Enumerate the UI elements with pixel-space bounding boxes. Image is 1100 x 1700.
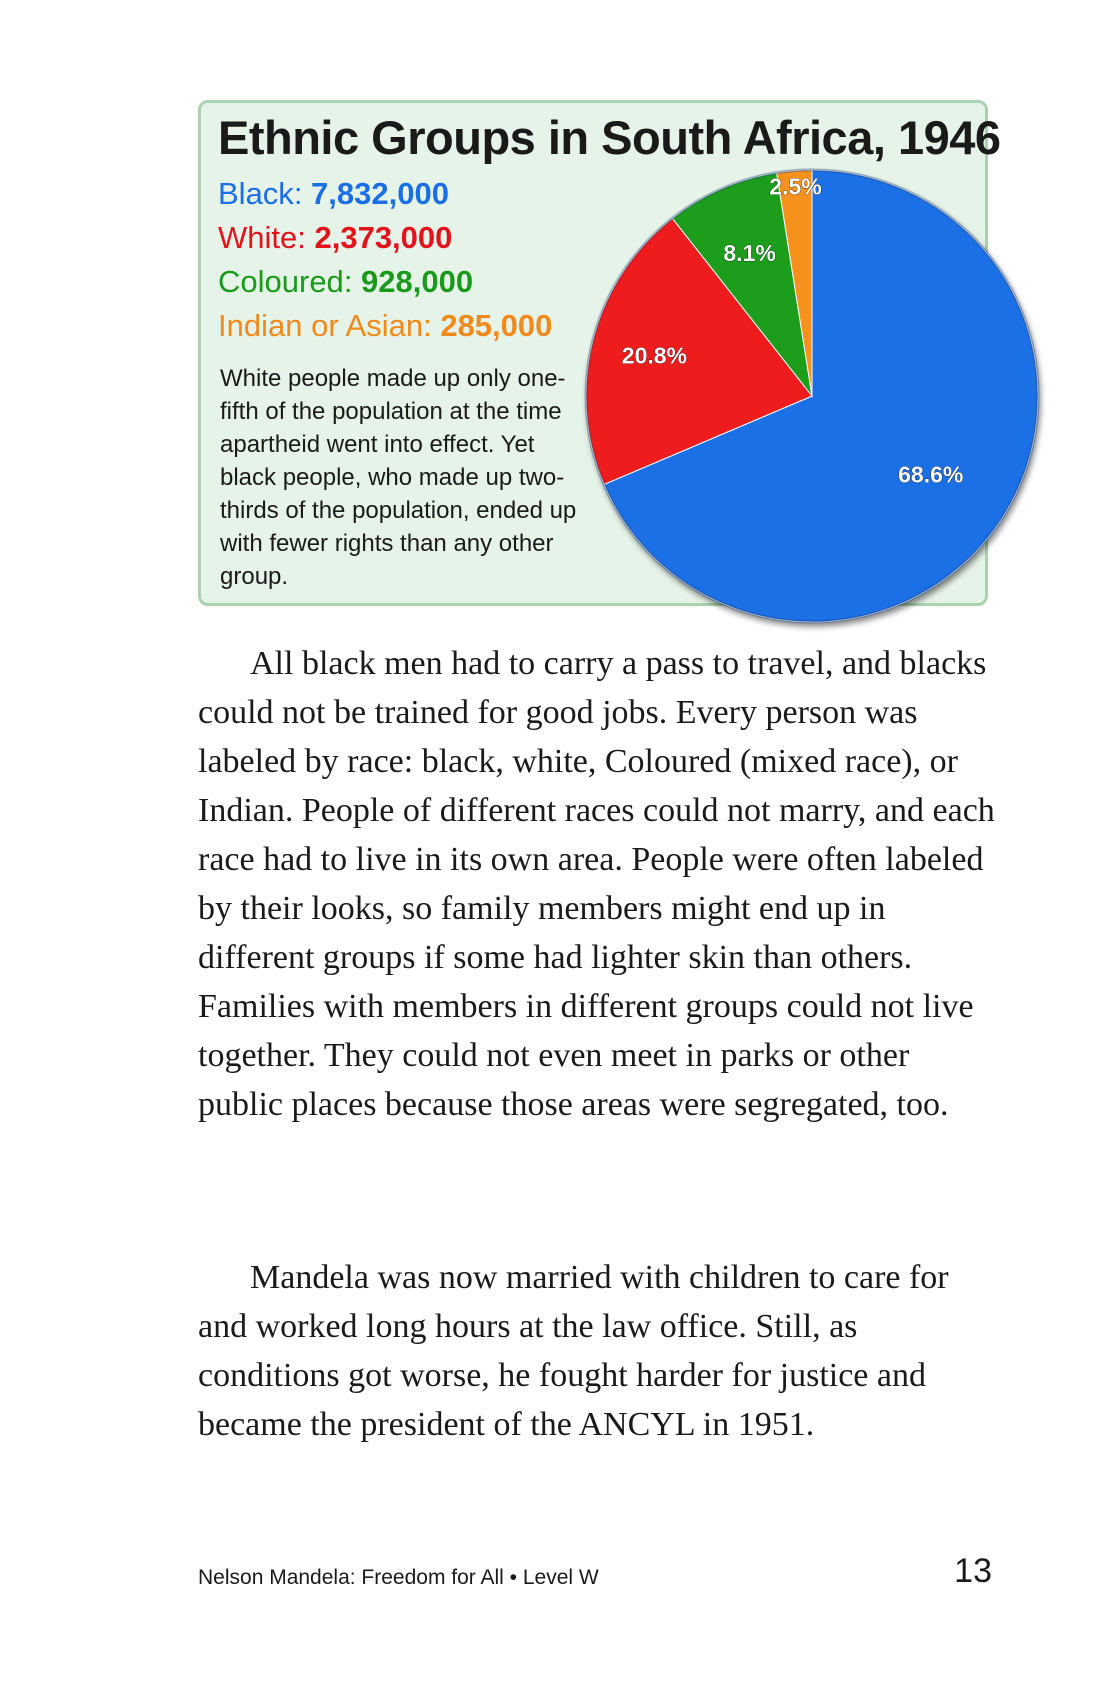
- legend-label-coloured: Coloured: [218, 264, 344, 299]
- legend-item-white: White: 2,373,000: [218, 216, 552, 260]
- body-paragraph-1: All black men had to carry a pass to tra…: [198, 645, 995, 1123]
- legend-value-white: 2,373,000: [314, 220, 453, 255]
- legend-colon: :: [293, 176, 312, 211]
- legend-value-coloured: 928,000: [361, 264, 474, 299]
- legend-label-black: Black: [218, 176, 294, 211]
- body-paragraph-2: Mandela was now married with children to…: [198, 1259, 949, 1443]
- legend-label-indian-asian: Indian or Asian: [218, 308, 424, 343]
- page-number: 13: [954, 1552, 992, 1590]
- footer-book-title: Nelson Mandela: Freedom for All • Level …: [198, 1566, 599, 1589]
- legend-item-indian-asian: Indian or Asian: 285,000: [218, 304, 552, 348]
- legend-label-white: White: [218, 220, 298, 255]
- chart-caption: White people made up only one-fifth of t…: [220, 365, 577, 590]
- legend-colon: :: [423, 308, 441, 343]
- legend-item-black: Black: 7,832,000: [218, 172, 552, 216]
- legend-colon: :: [343, 264, 362, 299]
- legend-item-coloured: Coloured: 928,000: [218, 260, 552, 304]
- legend-colon: :: [297, 220, 315, 255]
- chart-title: Ethnic Groups in South Africa, 1946: [218, 111, 1001, 164]
- legend-value-indian-asian: 285,000: [440, 308, 553, 343]
- legend-value-black: 7,832,000: [311, 176, 449, 211]
- legend: Black: 7,832,000 White: 2,373,000 Colour…: [218, 172, 552, 348]
